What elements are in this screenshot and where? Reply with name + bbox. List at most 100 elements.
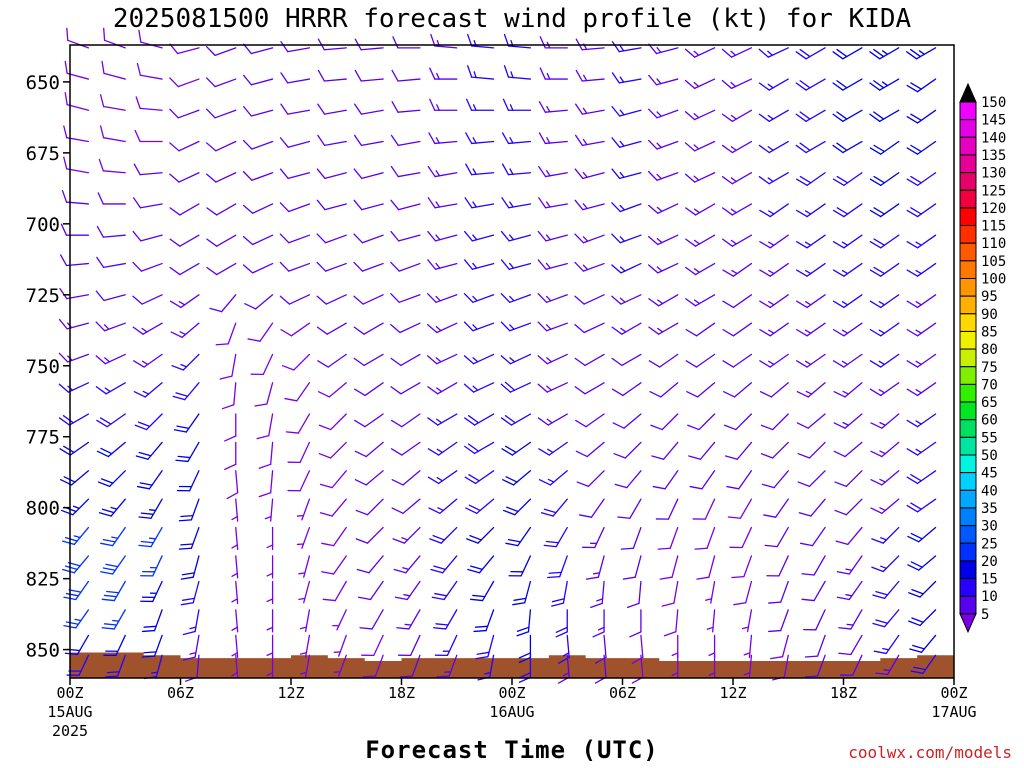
wind-barb	[354, 413, 384, 428]
wind-barb	[475, 634, 495, 660]
wind-barb	[838, 634, 863, 656]
wind-barb	[795, 78, 826, 91]
wind-barb	[906, 140, 937, 155]
wind-barb	[869, 203, 900, 218]
colorbar-label: 75	[981, 360, 998, 376]
wind-barb	[694, 526, 716, 550]
wind-barb	[537, 413, 568, 426]
wind-barb	[648, 139, 679, 150]
wind-barb	[872, 580, 900, 599]
wind-barb	[264, 498, 274, 522]
wind-barb	[180, 580, 200, 606]
wind-barb	[651, 441, 679, 460]
wind-barb	[834, 470, 863, 487]
wind-barb	[280, 72, 311, 84]
wind-barb	[66, 654, 90, 676]
wind-barb	[280, 41, 311, 53]
wind-barb	[169, 262, 200, 276]
wind-barb	[648, 353, 679, 368]
wind-barb	[317, 382, 347, 398]
wind-barb	[685, 294, 716, 307]
wind-barb	[906, 498, 937, 513]
wind-barb	[760, 413, 789, 431]
wind-barb	[206, 46, 237, 57]
wind-barb	[169, 294, 200, 309]
wind-barb	[140, 580, 163, 603]
wind-barb	[611, 382, 642, 397]
wind-barb	[333, 634, 347, 657]
wind-barb	[427, 230, 458, 242]
wind-barb	[537, 293, 568, 303]
wind-barb	[171, 353, 200, 371]
wind-barb	[463, 321, 495, 332]
wind-barb	[172, 382, 200, 401]
wind-barb	[96, 441, 126, 458]
wind-barb	[353, 199, 384, 211]
wind-barb	[758, 140, 789, 154]
wind-barb	[279, 137, 311, 148]
wind-barb	[250, 353, 274, 375]
wind-barb	[287, 441, 311, 463]
wind-barb	[769, 634, 789, 660]
wind-barb	[870, 498, 900, 514]
wind-barb	[467, 65, 495, 80]
wind-barb	[804, 654, 826, 678]
wind-barb	[243, 74, 274, 86]
wind-barb	[138, 498, 163, 519]
colorbar-label: 110	[981, 236, 1006, 252]
wind-barb	[705, 580, 716, 604]
wind-barb	[692, 498, 716, 520]
wind-barb	[540, 498, 568, 517]
wind-barb	[689, 470, 716, 490]
wind-barb	[832, 47, 863, 60]
colorbar-swatch	[959, 507, 977, 527]
wind-barb	[390, 199, 421, 211]
wind-barb	[464, 230, 495, 242]
wind-barb	[465, 498, 495, 514]
wind-barb	[254, 382, 274, 407]
wind-barb	[355, 498, 384, 516]
wind-barb	[354, 382, 384, 397]
x-tick-label: 00Z	[940, 684, 967, 702]
wind-barb	[319, 498, 347, 517]
wind-barb	[390, 413, 421, 428]
wind-barb	[611, 41, 642, 53]
colorbar-label: 115	[981, 219, 1006, 235]
wind-barb	[224, 413, 237, 442]
colorbar-swatch	[959, 242, 977, 262]
wind-barb	[182, 634, 200, 661]
wind-barb	[322, 580, 347, 602]
wind-barb	[63, 156, 90, 174]
wind-barb	[582, 526, 605, 549]
wind-barb	[100, 526, 126, 547]
wind-barb	[393, 555, 421, 574]
wind-barb	[58, 318, 90, 330]
wind-barb	[98, 158, 126, 174]
wind-barb	[64, 92, 90, 111]
wind-barb	[764, 526, 789, 548]
wind-barb	[206, 140, 237, 152]
wind-barb	[430, 555, 458, 574]
wind-barb	[574, 233, 605, 244]
colorbar-label: 40	[981, 483, 998, 499]
wind-barb	[869, 322, 900, 337]
wind-barb	[266, 634, 274, 659]
wind-barb	[169, 108, 200, 119]
wind-barb	[759, 203, 789, 218]
wind-barb	[832, 353, 863, 368]
wind-barb	[231, 555, 239, 579]
wind-barb	[539, 36, 568, 49]
wind-barb	[687, 413, 716, 431]
colorbar-swatch	[959, 401, 977, 421]
wind-barb	[655, 498, 679, 520]
wind-barb	[296, 526, 311, 549]
wind-barb	[869, 78, 900, 91]
wind-barb	[316, 233, 347, 244]
wind-barb	[763, 498, 789, 518]
colorbar-label: 65	[981, 395, 998, 411]
wind-barb	[648, 294, 679, 307]
wind-barb	[321, 526, 347, 547]
wind-barb	[759, 382, 789, 398]
wind-barb	[226, 470, 239, 500]
wind-barb	[648, 108, 679, 119]
